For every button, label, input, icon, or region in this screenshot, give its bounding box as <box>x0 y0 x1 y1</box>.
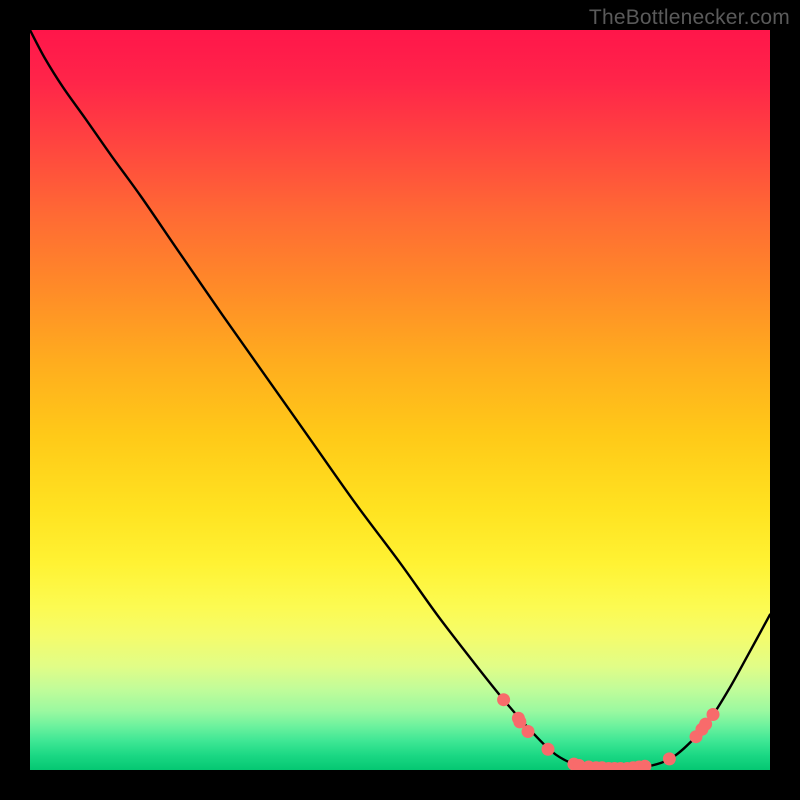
data-marker <box>542 743 555 756</box>
data-marker <box>663 752 676 765</box>
chart-svg <box>30 30 770 770</box>
markers-group <box>497 693 719 770</box>
curve-line <box>30 30 770 769</box>
data-marker <box>707 708 720 721</box>
plot-area <box>30 30 770 770</box>
data-marker <box>522 725 535 738</box>
data-marker <box>497 693 510 706</box>
watermark-text: TheBottlenecker.com <box>589 6 790 30</box>
